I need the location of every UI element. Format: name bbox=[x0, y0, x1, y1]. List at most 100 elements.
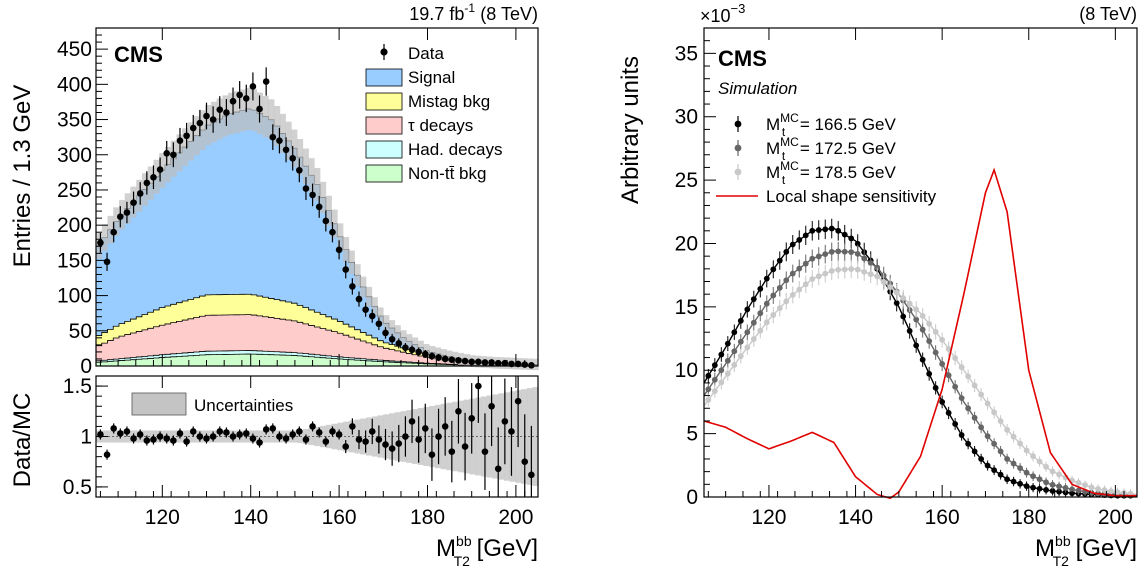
ratio-point bbox=[315, 429, 323, 436]
band-bin bbox=[440, 349, 447, 362]
ratio-band-bin bbox=[463, 399, 470, 474]
data-point bbox=[402, 344, 409, 351]
series-point bbox=[958, 364, 965, 371]
series-point bbox=[854, 266, 861, 273]
series-point bbox=[978, 391, 985, 398]
data-point bbox=[289, 154, 296, 162]
series-point bbox=[926, 370, 933, 377]
band-bin bbox=[354, 264, 361, 287]
series-point bbox=[724, 357, 731, 364]
ratio-band-bin bbox=[412, 409, 419, 464]
right-xlabel-main: M bbox=[1035, 535, 1055, 562]
band-bin bbox=[417, 340, 424, 355]
series-point bbox=[802, 260, 809, 267]
series-point bbox=[1017, 440, 1023, 447]
right-exponent: ×10−3 bbox=[700, 1, 745, 26]
ratio-points bbox=[97, 376, 535, 497]
ratio-point bbox=[150, 436, 157, 443]
series-point bbox=[1082, 482, 1088, 488]
data-point bbox=[309, 191, 316, 199]
series-point bbox=[913, 342, 920, 349]
ratio-ytick-label: 1.5 bbox=[63, 375, 92, 398]
left-ytick-label: 50 bbox=[69, 320, 92, 343]
data-point bbox=[97, 239, 104, 247]
ratio-band-bin bbox=[503, 392, 511, 481]
ratio-point bbox=[282, 435, 290, 442]
ratio-point bbox=[494, 465, 502, 473]
series-point bbox=[815, 273, 822, 280]
ratio-point bbox=[189, 428, 197, 435]
ratio-point bbox=[508, 428, 515, 435]
left-energy: (8 TeV) bbox=[480, 4, 538, 24]
data-point bbox=[335, 246, 343, 254]
ratio-band-bin bbox=[187, 430, 194, 443]
data-point bbox=[481, 359, 489, 366]
data-point bbox=[395, 340, 403, 347]
band-bin bbox=[412, 337, 419, 352]
series-point bbox=[750, 336, 757, 342]
series-point bbox=[1023, 483, 1030, 489]
series-point bbox=[1004, 426, 1010, 433]
series-point bbox=[932, 384, 939, 391]
data-point bbox=[249, 83, 257, 90]
band-bin bbox=[297, 138, 304, 176]
ratio-point bbox=[514, 397, 522, 405]
data-point bbox=[223, 109, 230, 116]
legend-label: τ decays bbox=[408, 116, 473, 135]
ratio-point bbox=[302, 436, 310, 443]
legend-swatch bbox=[365, 140, 403, 159]
series-point bbox=[965, 373, 972, 380]
series-point bbox=[1049, 488, 1056, 494]
ratio-ytick-label: 0.5 bbox=[63, 476, 92, 499]
right-legend-label: Local shape sensitivity bbox=[766, 187, 937, 206]
series-point bbox=[1030, 473, 1036, 480]
right-legend-pre: Local shape sensitivity bbox=[766, 187, 937, 206]
series-point bbox=[828, 225, 835, 232]
left-cms-label: CMS bbox=[114, 42, 163, 67]
ratio-point bbox=[236, 431, 243, 438]
legend-swatch bbox=[365, 116, 403, 135]
band-bin bbox=[245, 87, 252, 130]
band-bin bbox=[199, 110, 206, 150]
right-ytick-label: 10 bbox=[675, 359, 698, 382]
series-point bbox=[848, 249, 855, 256]
left-lumi-sup: -1 bbox=[464, 1, 475, 15]
band-bin bbox=[193, 116, 200, 156]
ratio-band-bin bbox=[239, 430, 246, 443]
ratio-point bbox=[475, 382, 482, 390]
ratio-xtick-label: 160 bbox=[322, 506, 357, 529]
band-bin bbox=[107, 215, 114, 244]
ratio-point bbox=[209, 433, 217, 440]
series-point bbox=[1075, 479, 1082, 486]
data-point bbox=[163, 150, 171, 157]
data-point bbox=[216, 106, 224, 113]
ratio-point bbox=[289, 431, 296, 438]
data-point bbox=[236, 91, 243, 99]
data-point bbox=[302, 185, 310, 192]
band-bin bbox=[400, 330, 407, 345]
series-point bbox=[841, 248, 848, 255]
ratio-point bbox=[163, 435, 171, 442]
series-point bbox=[783, 298, 790, 305]
series-point bbox=[763, 275, 770, 282]
data-point bbox=[421, 350, 429, 358]
ratio-point bbox=[249, 435, 257, 442]
data-point bbox=[494, 359, 502, 367]
right-legend-sup: MC bbox=[780, 111, 799, 125]
legend-label: Mistag bkg bbox=[408, 92, 490, 111]
band-bin bbox=[394, 325, 401, 341]
series-point bbox=[705, 386, 712, 393]
right-legend-sub: t bbox=[782, 173, 786, 187]
ratio-point bbox=[143, 437, 151, 444]
series-point bbox=[991, 467, 998, 474]
right-legend-sub: t bbox=[782, 125, 786, 139]
right-xtick-label: 200 bbox=[1098, 506, 1133, 529]
legend-label: Non-tt̄ bkg bbox=[408, 164, 486, 183]
ratio-point bbox=[176, 430, 184, 437]
series-point bbox=[997, 418, 1004, 424]
ratio-band-bin bbox=[532, 387, 539, 486]
legend-label: Signal bbox=[408, 68, 455, 87]
left-xlabel: Mbb T2 [GeV] bbox=[436, 533, 538, 569]
series-point bbox=[1036, 458, 1043, 465]
legend-swatch bbox=[365, 92, 403, 111]
